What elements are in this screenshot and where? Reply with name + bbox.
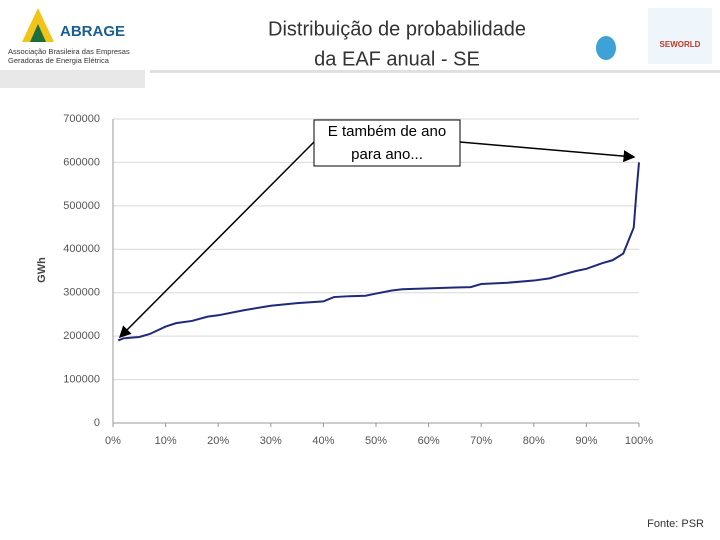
left-logo: ABRAGE Associação Brasileira das Empresa…: [8, 8, 130, 65]
annotation-box: [313, 119, 461, 167]
y-tick-label: 600000: [63, 156, 100, 168]
y-tick-label: 400000: [63, 243, 100, 255]
header-band: [0, 70, 145, 88]
logo-subtitle: Associação Brasileira das Empresas: [8, 47, 130, 56]
data-line: [117, 162, 640, 342]
annotation: E também de ano: [328, 123, 446, 140]
logo-drop: [596, 36, 616, 60]
x-tick-label: 30%: [260, 435, 282, 447]
x-tick-label: 20%: [207, 435, 229, 447]
logo-triangle-inner: [30, 24, 46, 42]
x-tick-label: 70%: [470, 435, 492, 447]
y-tick-label: 100000: [63, 373, 100, 385]
logo-name: SEWORLD: [660, 40, 701, 49]
annotation-arrow: [459, 141, 636, 163]
logo-subtitle: Geradoras de Energia Elétrica: [8, 56, 110, 65]
y-axis-label: GWh: [36, 257, 48, 283]
title-line: da EAF anual - SE: [314, 48, 480, 70]
annotation: para ano...: [351, 146, 423, 163]
logo-box: [648, 8, 712, 64]
logo-name: ABRAGE: [60, 23, 125, 40]
annotation-arrow: [118, 141, 315, 339]
title-line: Distribuição de probabilidade: [268, 18, 526, 40]
y-tick-label: 500000: [63, 200, 100, 212]
y-tick-label: 300000: [63, 287, 100, 299]
x-tick-label: 50%: [365, 435, 387, 447]
x-tick-label: 0%: [105, 435, 121, 447]
x-tick-label: 90%: [575, 435, 597, 447]
x-tick-label: 100%: [625, 435, 653, 447]
plot: 0 100000 200000 300000 400000 500000 600000 700…: [36, 113, 653, 447]
right-logos: SEWORLD: [596, 8, 712, 64]
y-tick-label: 0: [94, 417, 100, 429]
x-tick-label: 40%: [312, 435, 334, 447]
y-tick-label: 200000: [63, 330, 100, 342]
source: Fonte: PSR: [647, 518, 704, 530]
x-tick-label: 80%: [523, 435, 545, 447]
y-tick-label: 700000: [63, 113, 100, 125]
header-rule: [150, 70, 720, 73]
x-tick-label: 10%: [155, 435, 177, 447]
x-tick-label: 60%: [418, 435, 440, 447]
